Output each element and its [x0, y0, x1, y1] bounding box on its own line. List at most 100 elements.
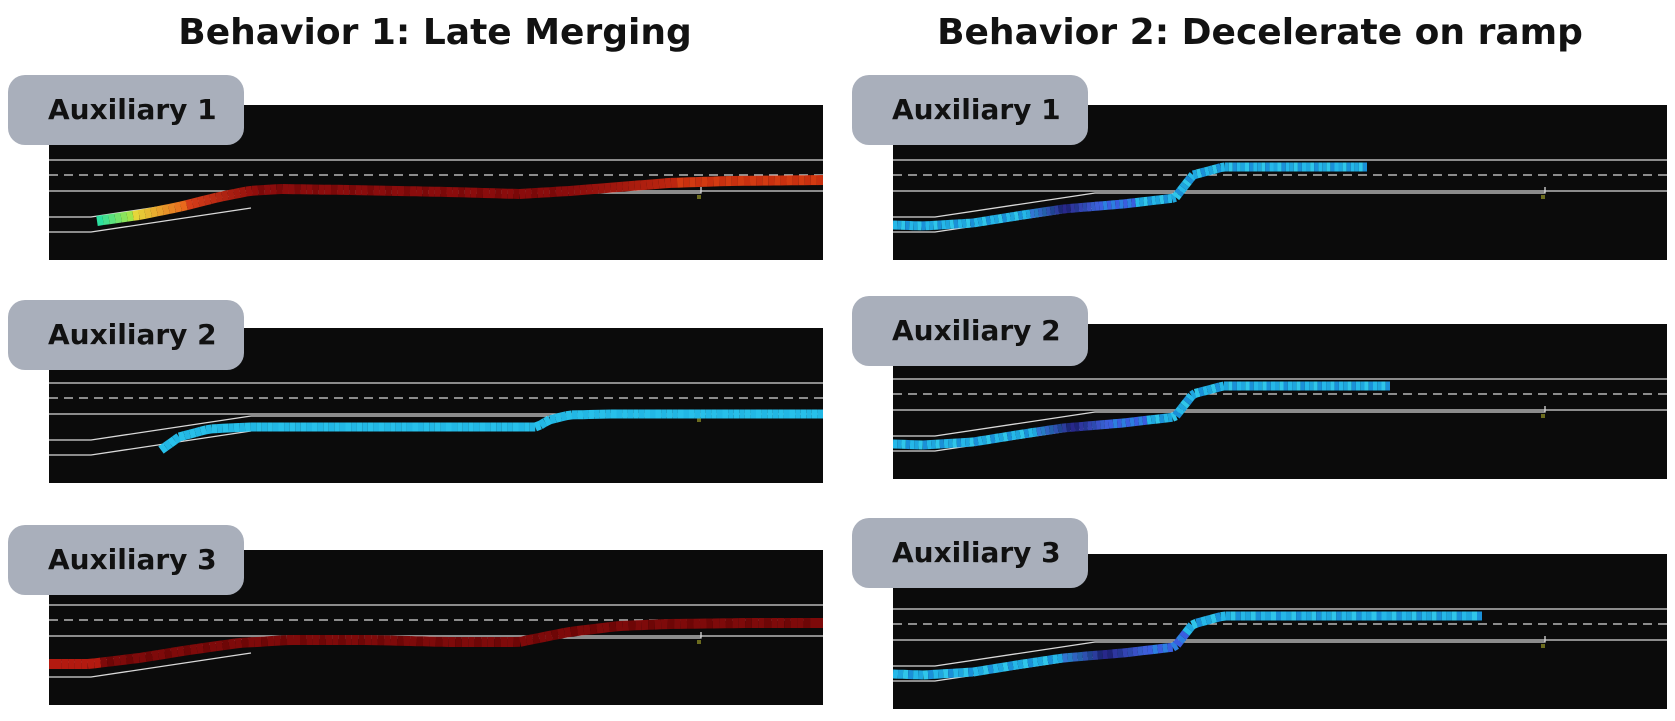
- ramp-end-marker: [1541, 414, 1545, 418]
- trajectory-segment: [1175, 406, 1185, 416]
- trajectory-segment: [567, 185, 575, 197]
- trajectory-segment: [583, 624, 591, 636]
- trajectory-segment: [120, 211, 128, 223]
- trajectory-segment: [1172, 409, 1183, 419]
- trajectory-segment: [1163, 194, 1169, 204]
- label-behavior2-aux3: Auxiliary 3: [852, 518, 1088, 588]
- trajectory-segment: [173, 201, 182, 213]
- trajectory-segment: [227, 189, 236, 201]
- trajectory-segment: [1002, 432, 1009, 442]
- trajectory-segment: [1179, 630, 1190, 640]
- trajectory-segment: [189, 643, 198, 655]
- trajectory-segment: [1032, 657, 1039, 667]
- trajectory-segment: [563, 626, 572, 638]
- ramp-end-marker: [697, 195, 701, 199]
- trajectory-segment: [1173, 638, 1184, 648]
- trajectory-segment: [1185, 622, 1196, 632]
- trajectory-segment: [1017, 659, 1024, 670]
- trajectory-segment: [640, 179, 648, 191]
- trajectory-segment: [167, 436, 178, 448]
- trajectory-segment: [157, 648, 166, 660]
- trajectory-segment: [1125, 417, 1131, 428]
- trajectory-segment: [1137, 646, 1144, 656]
- ramp-lower-edge: [49, 430, 252, 456]
- trajectory-segment: [144, 207, 153, 219]
- trajectory-segment: [1132, 646, 1139, 657]
- trajectory-segment: [1200, 616, 1208, 627]
- trajectory-segment: [1205, 614, 1213, 625]
- trajectory-segment: [537, 418, 548, 429]
- trajectory-segment: [603, 182, 611, 194]
- trajectory-segment: [151, 649, 160, 661]
- ramp-end-marker: [1541, 644, 1545, 648]
- trajectory-segment: [531, 633, 541, 645]
- trajectory-segment: [1053, 205, 1060, 215]
- trajectory-segment: [1062, 653, 1069, 663]
- trajectory-segment: [125, 653, 134, 665]
- trajectory-segment: [977, 217, 983, 227]
- panel-behavior1-aux1: [49, 105, 823, 260]
- trajectory-segment: [533, 420, 542, 432]
- trajectory-segment: [167, 202, 176, 214]
- trajectory-segment: [1027, 428, 1034, 438]
- trajectory-segment: [1210, 383, 1217, 394]
- trajectory-segment: [1189, 389, 1198, 400]
- trajectory-segment: [177, 431, 186, 442]
- trajectory-segment: [1152, 644, 1159, 655]
- trajectory-segment: [199, 425, 208, 436]
- trajectory-segment: [1184, 175, 1195, 185]
- trajectory-segment: [1037, 207, 1044, 218]
- trajectory-segment: [1010, 430, 1017, 441]
- trajectory-segment: [1151, 195, 1157, 206]
- trajectory-segment: [982, 665, 989, 675]
- trajectory-segment: [652, 178, 660, 190]
- trajectory-segment: [565, 410, 573, 421]
- trajectory-segment: [239, 186, 247, 198]
- label-behavior1-aux3: Auxiliary 3: [8, 525, 244, 595]
- trajectory-segment: [972, 666, 980, 677]
- trajectory-segment: [215, 640, 224, 652]
- trajectory-segment: [1195, 168, 1203, 179]
- trajectory-segment: [989, 215, 995, 225]
- trajectory-segment: [1129, 417, 1135, 427]
- trajectory-segment: [994, 433, 1000, 443]
- trajectory-segment: [112, 655, 121, 667]
- trajectory-segment: [993, 214, 999, 225]
- trajectory-segment: [1009, 211, 1016, 222]
- trajectory-segment: [1049, 205, 1056, 216]
- trajectory-segment: [597, 183, 605, 194]
- trajectory-segment: [1001, 213, 1007, 223]
- trajectory-segment: [573, 185, 581, 196]
- trajectory-segment: [1057, 423, 1063, 434]
- trajectory-segment: [1126, 198, 1133, 208]
- trajectory-segment: [977, 436, 983, 446]
- trajectory-segment: [1036, 426, 1042, 437]
- trajectory-segment: [615, 620, 623, 632]
- trajectory-segment: [579, 184, 587, 196]
- trajectory-segment: [233, 187, 242, 199]
- trajectory-segment: [622, 181, 630, 192]
- trajectory-segment: [93, 657, 102, 669]
- trajectory-segment: [538, 631, 547, 643]
- label-behavior2-aux1: Auxiliary 1: [852, 75, 1088, 145]
- ramp-end-marker: [1541, 195, 1545, 199]
- trajectory-segment: [608, 621, 617, 633]
- trajectory-segment: [1044, 425, 1051, 436]
- trajectory-segment: [1037, 656, 1044, 667]
- trajectory-segment: [1211, 164, 1218, 175]
- trajectory-segment: [997, 213, 1004, 224]
- trajectory-segment: [221, 639, 230, 651]
- trajectory-segment: [1177, 402, 1188, 412]
- trajectory-segment: [209, 641, 217, 653]
- trajectory-segment: [1159, 194, 1165, 205]
- trajectory-segment: [1177, 184, 1187, 194]
- trajectory-segment: [997, 662, 1004, 673]
- trajectory-segment: [1040, 426, 1046, 436]
- trajectory-segment: [1122, 199, 1128, 209]
- trajectory-segment: [1053, 424, 1059, 434]
- trajectory-segment: [150, 206, 158, 218]
- trajectory-segment: [602, 622, 611, 633]
- trajectory-segment: [1220, 162, 1226, 173]
- trajectory-segment: [544, 630, 553, 642]
- trajectory-segment: [194, 426, 202, 438]
